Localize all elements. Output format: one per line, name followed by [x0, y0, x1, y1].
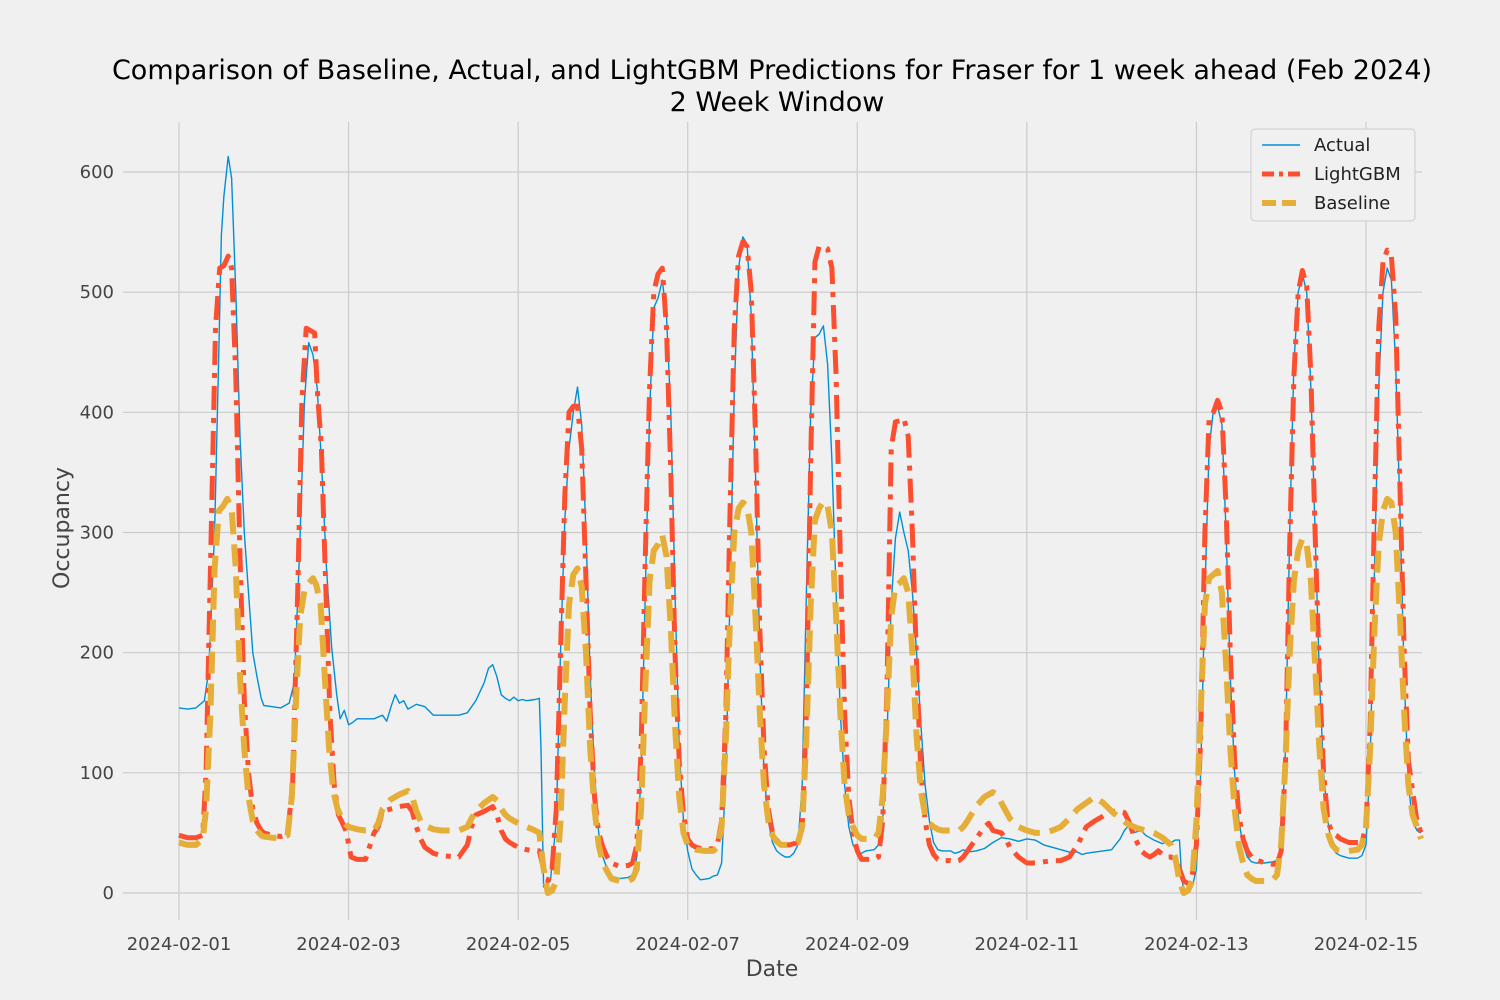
chart-subtitle: 2 Week Window — [670, 87, 885, 118]
y-tick-label: 500 — [80, 282, 114, 303]
x-tick-label: 2024-02-15 — [1314, 934, 1419, 955]
y-tick-label: 200 — [80, 643, 114, 664]
y-axis-label: Occupancy — [50, 467, 75, 589]
y-axis-ticks: 0 100 200 300 400 500 600 — [80, 162, 114, 904]
y-tick-label: 600 — [80, 162, 114, 183]
y-tick-label: 300 — [80, 523, 114, 544]
series-layer — [178, 155, 1424, 896]
y-tick-label: 400 — [80, 402, 114, 423]
x-axis-label: Date — [746, 957, 799, 982]
legend-label-lightgbm: LightGBM — [1314, 164, 1401, 185]
x-tick-label: 2024-02-13 — [1144, 934, 1249, 955]
y-tick-label: 0 — [103, 883, 114, 904]
x-tick-label: 2024-02-01 — [127, 934, 232, 955]
legend: Actual LightGBM Baseline — [1250, 128, 1416, 222]
x-tick-label: 2024-02-03 — [296, 934, 401, 955]
legend-label-baseline: Baseline — [1314, 193, 1390, 214]
legend-label-actual: Actual — [1314, 135, 1370, 156]
x-tick-label: 2024-02-07 — [635, 934, 740, 955]
series-line-baseline — [178, 495, 1424, 896]
grid — [123, 122, 1422, 920]
y-tick-label: 100 — [80, 763, 114, 784]
chart-title: Comparison of Baseline, Actual, and Ligh… — [112, 55, 1432, 86]
x-tick-label: 2024-02-11 — [975, 934, 1080, 955]
x-axis-ticks: 2024-02-01 2024-02-03 2024-02-05 2024-02-07… — [127, 934, 1419, 955]
x-tick-label: 2024-02-05 — [466, 934, 571, 955]
x-tick-label: 2024-02-09 — [805, 934, 910, 955]
legend-box — [1250, 128, 1416, 222]
